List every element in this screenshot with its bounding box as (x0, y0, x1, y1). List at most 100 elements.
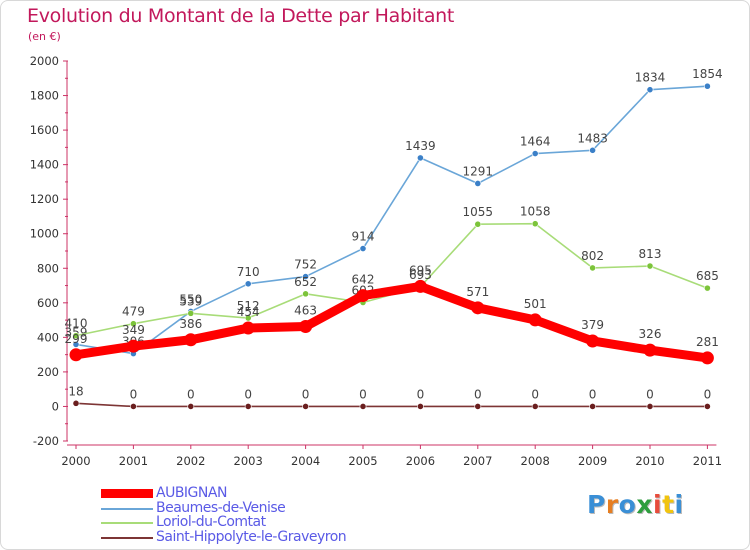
data-label: 693 (409, 268, 432, 282)
data-label: 501 (524, 297, 547, 311)
series-line-loriol-du-comtat (75, 222, 709, 337)
logo-letter: t (662, 490, 675, 519)
data-label: 642 (352, 273, 375, 287)
data-point (244, 314, 252, 322)
y-tick-label: 1000 (30, 227, 59, 241)
data-label: 349 (122, 323, 145, 337)
series-line-beaumes-de-venise (75, 85, 709, 355)
legend-swatch (101, 536, 153, 539)
data-point (700, 351, 714, 365)
plot-area: 3593065507107529141439129114641483183418… (65, 67, 723, 410)
data-point (129, 320, 137, 328)
data-label: 0 (646, 387, 654, 401)
logo-letter: i (653, 490, 663, 519)
data-label: 386 (179, 317, 202, 331)
data-point (704, 284, 711, 292)
data-label: 1055 (463, 205, 494, 219)
data-point (129, 403, 137, 410)
data-point (244, 280, 252, 288)
data-label: 1058 (520, 205, 551, 219)
data-point (302, 290, 309, 298)
series-loriol-du-comtat: 41047953951265260269310551058802813685 (65, 205, 719, 340)
legend-swatch (101, 489, 153, 498)
data-point (643, 343, 657, 357)
data-point (299, 319, 313, 333)
data-point (589, 403, 596, 410)
data-point (416, 403, 424, 410)
data-point (589, 146, 596, 154)
data-point (413, 279, 427, 293)
data-label: 550 (179, 292, 202, 306)
data-point (589, 264, 596, 272)
y-tick-label: 1400 (30, 158, 59, 172)
x-tick-label: 2001 (119, 454, 148, 468)
proxiti-logo: Proxiti (587, 490, 684, 519)
data-label: 454 (237, 305, 260, 319)
data-point (474, 220, 482, 228)
data-point (69, 348, 83, 362)
data-label: 802 (581, 249, 604, 263)
data-point (126, 339, 140, 353)
data-point (531, 403, 539, 410)
data-label: 0 (187, 387, 195, 401)
data-point (704, 403, 711, 410)
data-label: 1291 (463, 164, 494, 178)
data-label: 0 (474, 387, 482, 401)
x-tick-label: 2000 (61, 454, 90, 468)
legend-label: AUBIGNAN (156, 485, 227, 501)
data-label: 652 (294, 275, 317, 289)
data-label: 0 (302, 387, 310, 401)
logo-letter: o (618, 490, 637, 519)
data-label: 0 (589, 387, 597, 401)
data-point (646, 262, 654, 270)
data-label: 539 (179, 294, 202, 308)
data-point (359, 245, 367, 252)
data-point (184, 333, 198, 347)
x-tick-label: 2011 (693, 454, 722, 468)
data-point (302, 403, 309, 410)
data-point (474, 180, 482, 187)
data-label: 512 (237, 299, 260, 313)
x-tick-label: 2008 (521, 454, 550, 468)
x-tick-label: 2010 (635, 454, 664, 468)
data-point (528, 313, 542, 327)
y-tick-label: 2000 (30, 54, 59, 68)
x-tick-label: 2009 (578, 454, 607, 468)
legend-label: Loriol-du-Comtat (156, 514, 266, 530)
data-label: 463 (294, 303, 317, 317)
data-label: 379 (581, 318, 604, 332)
chart-subtitle: (en €) (28, 30, 61, 43)
data-point (531, 150, 539, 157)
data-point (187, 403, 195, 410)
data-point (72, 341, 80, 348)
legend-label: Saint-Hippolyte-le-Graveyron (156, 528, 347, 545)
data-label: 752 (294, 258, 317, 272)
data-label: 0 (704, 387, 712, 401)
data-label: 0 (244, 387, 252, 401)
y-tick-label: 200 (37, 365, 59, 379)
data-point (302, 273, 309, 280)
y-tick-label: 600 (37, 296, 59, 310)
data-label: 813 (639, 247, 662, 261)
data-label: 0 (417, 387, 425, 401)
y-tick-label: 1800 (30, 89, 59, 103)
data-label: 479 (122, 305, 145, 319)
data-point (244, 403, 252, 410)
data-point (471, 301, 485, 315)
data-label: 1464 (520, 135, 551, 149)
data-point (356, 289, 370, 303)
y-tick-label: 400 (37, 330, 59, 344)
data-label: 1834 (635, 71, 666, 85)
data-label: 0 (531, 387, 539, 401)
y-tick-label: -200 (33, 434, 59, 448)
data-label: 710 (237, 265, 260, 279)
axes: -200020040060080010001200140016001800200… (30, 54, 722, 468)
legend-swatch (101, 522, 153, 524)
data-label: 1439 (405, 139, 436, 153)
data-label: 571 (466, 285, 489, 299)
data-label: 299 (65, 332, 88, 346)
legend-label: Beaumes-de-Venise (156, 499, 286, 516)
data-label: 685 (696, 269, 719, 283)
